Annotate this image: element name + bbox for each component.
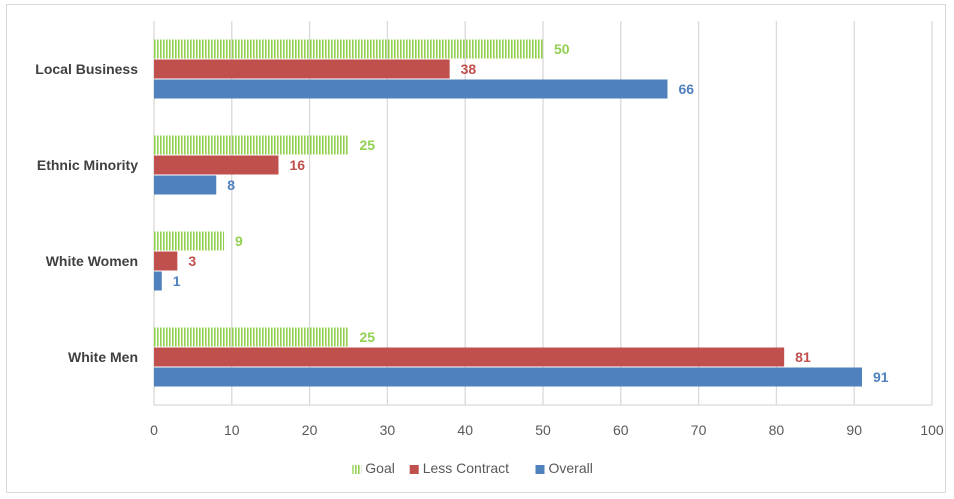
legend-label-goal: Goal <box>365 460 395 476</box>
bar-chart: 0 10 20 30 40 50 60 70 80 90 100 Local Business 50 3… <box>35 21 944 476</box>
bar-overall <box>154 367 862 387</box>
x-tick-label: 90 <box>846 422 862 438</box>
bar-less-contract <box>154 251 178 271</box>
data-label-goal: 9 <box>235 233 243 249</box>
data-label-goal: 50 <box>554 41 570 57</box>
data-label-goal: 25 <box>360 137 376 153</box>
bar-goal <box>154 39 543 59</box>
legend-label-less-contract: Less Contract <box>423 460 509 476</box>
x-tick-label: 0 <box>150 422 158 438</box>
legend-swatch-overall <box>535 465 545 474</box>
data-label-less-contract: 38 <box>461 61 477 77</box>
x-tick-label: 70 <box>691 422 707 438</box>
legend-label-overall: Overall <box>549 460 593 476</box>
x-tick-label: 40 <box>457 422 473 438</box>
bar-less-contract <box>154 59 450 79</box>
bar-overall <box>154 271 162 291</box>
category-label: White Women <box>46 253 138 269</box>
data-label-overall: 91 <box>873 369 889 385</box>
data-label-overall: 8 <box>227 177 235 193</box>
chart-frame: 0 10 20 30 40 50 60 70 80 90 100 Local Business 50 3… <box>6 4 946 493</box>
category-label: Local Business <box>35 61 138 77</box>
bar-less-contract <box>154 347 785 367</box>
x-tick-label: 30 <box>380 422 396 438</box>
bar-goal <box>154 231 225 251</box>
bar-less-contract <box>154 155 279 175</box>
bar-overall <box>154 79 668 99</box>
bar-goal <box>154 135 349 155</box>
x-tick-label: 20 <box>302 422 318 438</box>
legend-swatch-less-contract <box>409 465 419 474</box>
data-label-goal: 25 <box>360 329 376 345</box>
category-label: White Men <box>68 349 138 365</box>
data-label-overall: 66 <box>678 81 694 97</box>
category-label: Ethnic Minority <box>37 157 138 173</box>
bar-goal <box>154 327 349 347</box>
x-tick-label: 60 <box>613 422 629 438</box>
x-tick-label: 10 <box>224 422 240 438</box>
data-label-overall: 1 <box>173 273 181 289</box>
x-tick-label: 50 <box>535 422 551 438</box>
x-tick-label: 100 <box>920 422 944 438</box>
data-label-less-contract: 16 <box>289 157 305 173</box>
data-label-less-contract: 81 <box>795 349 811 365</box>
legend-swatch-goal <box>352 465 362 474</box>
data-label-less-contract: 3 <box>188 253 196 269</box>
bar-overall <box>154 175 217 195</box>
x-tick-label: 80 <box>769 422 785 438</box>
